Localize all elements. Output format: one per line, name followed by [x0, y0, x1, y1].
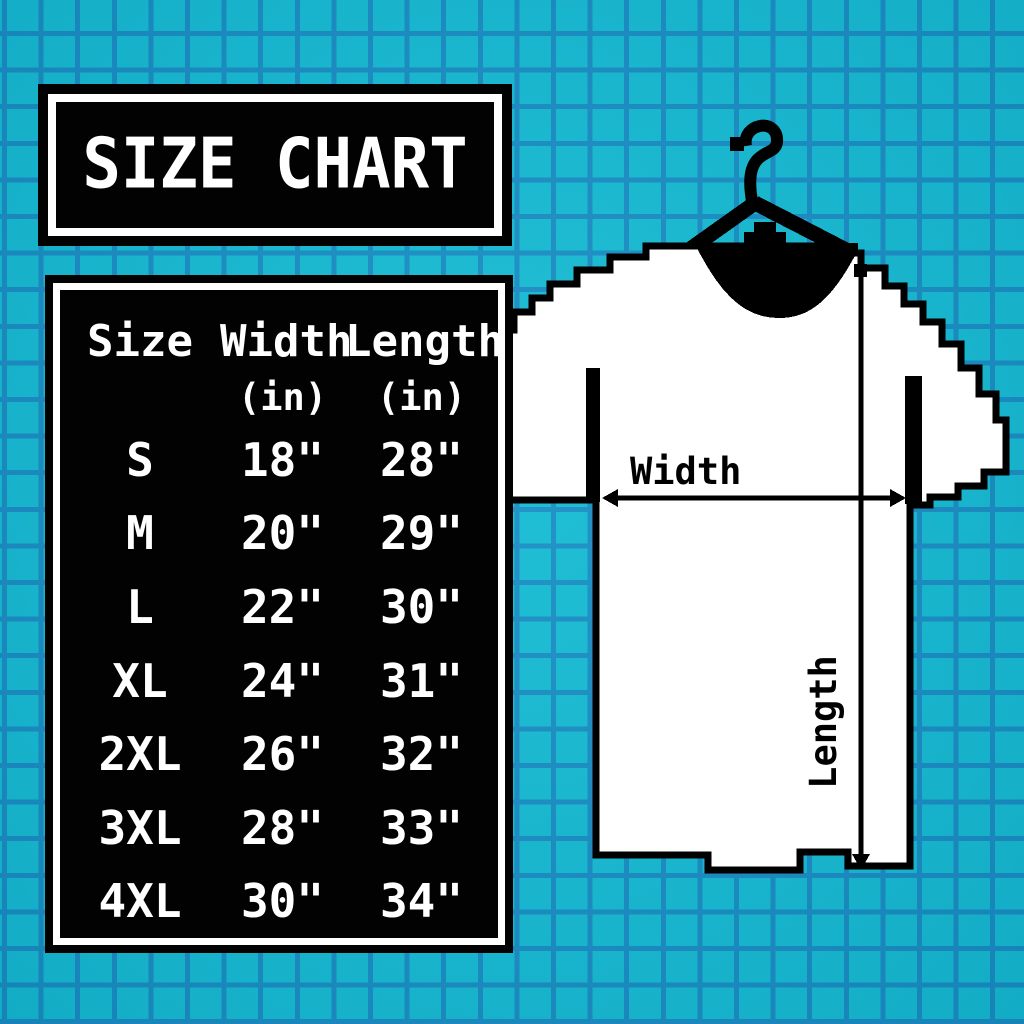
unit-cell-width: (in) — [237, 375, 328, 419]
cell-width: 24" — [240, 653, 325, 708]
width-arrow — [602, 489, 906, 507]
cell-size: XL — [112, 653, 168, 708]
tshirt-collar — [696, 222, 858, 318]
size-table: Size Width Length (in) (in) S 18" 28" M … — [45, 275, 513, 953]
table-content: Size Width Length (in) (in) S 18" 28" M … — [60, 313, 504, 938]
cell-length: 29" — [379, 506, 464, 561]
cell-size: 4XL — [98, 874, 182, 929]
table-inner-border — [53, 283, 505, 945]
table-row: 4XL 30" 34" — [60, 864, 498, 938]
cell-size: S — [126, 432, 154, 487]
left-sleeve-seam — [586, 368, 600, 502]
unit-cell-length: (in) — [376, 375, 467, 419]
cell-width: 22" — [240, 579, 325, 634]
cell-width: 26" — [240, 727, 325, 782]
length-arrow-label: Length — [802, 655, 845, 789]
table-unit-row: (in) (in) — [60, 371, 498, 423]
cell-width: 20" — [240, 506, 325, 561]
title-box: SIZE CHART — [38, 84, 512, 246]
column-header-width: Width — [220, 316, 353, 367]
table-row: L 22" 30" — [60, 570, 498, 644]
cell-width: 30" — [240, 874, 325, 929]
title-inner-border: SIZE CHART — [48, 94, 502, 236]
right-sleeve-seam — [905, 376, 922, 504]
cell-length: 33" — [379, 800, 464, 855]
table-row: 2XL 26" 32" — [60, 717, 498, 791]
cell-size: 3XL — [98, 800, 182, 855]
cell-length: 30" — [379, 579, 464, 634]
cell-length: 32" — [379, 727, 464, 782]
column-header-size: Size — [87, 316, 193, 367]
table-row: M 20" 29" — [60, 497, 498, 571]
tshirt-shape — [499, 242, 1010, 874]
width-arrow-label: Width — [630, 450, 741, 493]
cell-length: 31" — [379, 653, 464, 708]
cell-size: 2XL — [98, 727, 182, 782]
length-arrow — [852, 264, 870, 870]
table-row: S 18" 28" — [60, 423, 498, 497]
cell-length: 28" — [379, 432, 464, 487]
cell-width: 18" — [240, 432, 325, 487]
cell-size: L — [126, 579, 154, 634]
table-row: 3XL 28" 33" — [60, 791, 498, 865]
table-row: XL 24" 31" — [60, 644, 498, 718]
table-header-row: Size Width Length — [60, 313, 504, 371]
column-header-length: Length — [345, 316, 504, 367]
cell-size: M — [126, 506, 154, 561]
page-title: SIZE CHART — [82, 125, 468, 205]
cell-width: 28" — [240, 800, 325, 855]
cell-length: 34" — [379, 874, 464, 929]
